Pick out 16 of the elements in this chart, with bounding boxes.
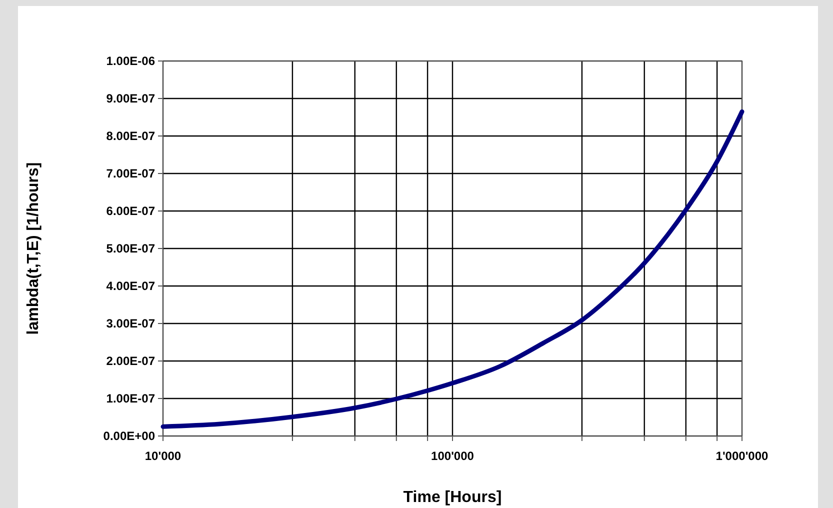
y-tick-label: 2.00E-07 [106, 354, 156, 368]
y-tick-label: 9.00E-07 [106, 92, 156, 106]
y-tick-label: 0.00E+00 [103, 429, 156, 444]
y-tick-label: 3.00E-07 [106, 316, 156, 331]
y-tick-label: 5.00E-07 [106, 242, 156, 256]
y-tick-label: 4.00E-07 [106, 279, 156, 294]
y-tick-label: 1.00E-06 [106, 54, 156, 68]
y-axis-title: lambda(t,T,E) [1/hours] [25, 162, 42, 335]
y-tick-label: 7.00E-07 [106, 166, 156, 181]
y-tick-label: 6.00E-07 [106, 204, 156, 218]
x-axis-title: Time [Hours] [403, 489, 502, 506]
x-tick-label: 1'000'000 [716, 449, 769, 463]
x-tick-label: 100'000 [431, 449, 474, 463]
x-tick-label: 10'000 [144, 449, 182, 463]
y-tick-label: 8.00E-07 [106, 129, 156, 144]
y-tick-label: 1.00E-07 [106, 392, 156, 406]
